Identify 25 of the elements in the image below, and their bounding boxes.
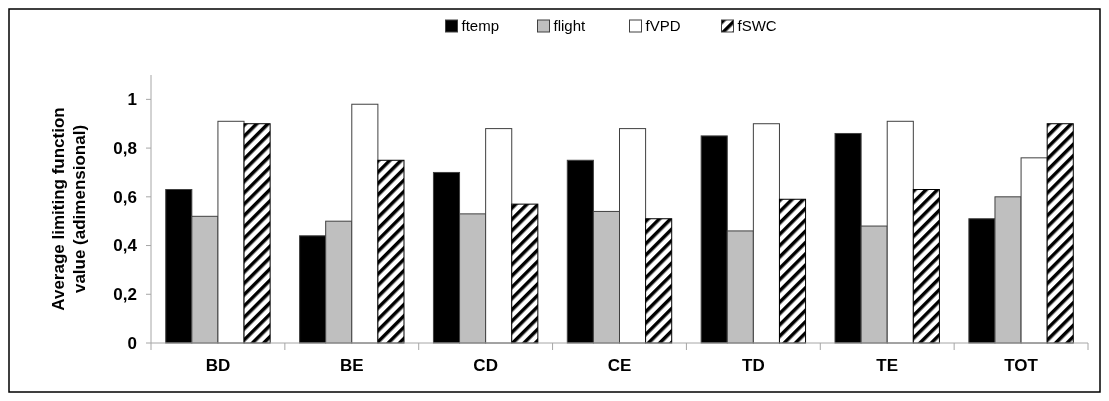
legend-label: ftemp bbox=[461, 17, 500, 34]
x-tick-label: BE bbox=[339, 356, 364, 375]
x-tick-label: TOT bbox=[1004, 356, 1039, 375]
legend-label: flight bbox=[553, 17, 587, 34]
bar bbox=[778, 198, 807, 344]
bar bbox=[377, 159, 405, 344]
x-tick-label: CE bbox=[607, 356, 632, 375]
bar bbox=[645, 218, 673, 344]
x-tick-label: TD bbox=[742, 356, 765, 375]
y-tick-label: 0,2 bbox=[113, 285, 137, 305]
legend-label: fSWC bbox=[737, 17, 777, 34]
x-tick-label: BD bbox=[205, 356, 231, 375]
bar bbox=[1046, 123, 1074, 344]
legend-label: fVPD bbox=[645, 17, 681, 34]
x-tick-label: CD bbox=[473, 356, 498, 375]
y-tick-label: 1 bbox=[127, 90, 137, 110]
y-tick-label: 0,4 bbox=[113, 236, 138, 256]
bar bbox=[912, 189, 940, 344]
y-tick-label: 0,6 bbox=[113, 187, 137, 207]
bar bbox=[511, 203, 539, 344]
bar bbox=[243, 123, 271, 344]
y-axis-title: Average limiting function value (adimensional) bbox=[49, 107, 89, 311]
x-tick-label: TE bbox=[876, 356, 899, 375]
y-tick-label: 0,8 bbox=[113, 139, 137, 159]
y-tick-label: 0 bbox=[127, 333, 137, 353]
